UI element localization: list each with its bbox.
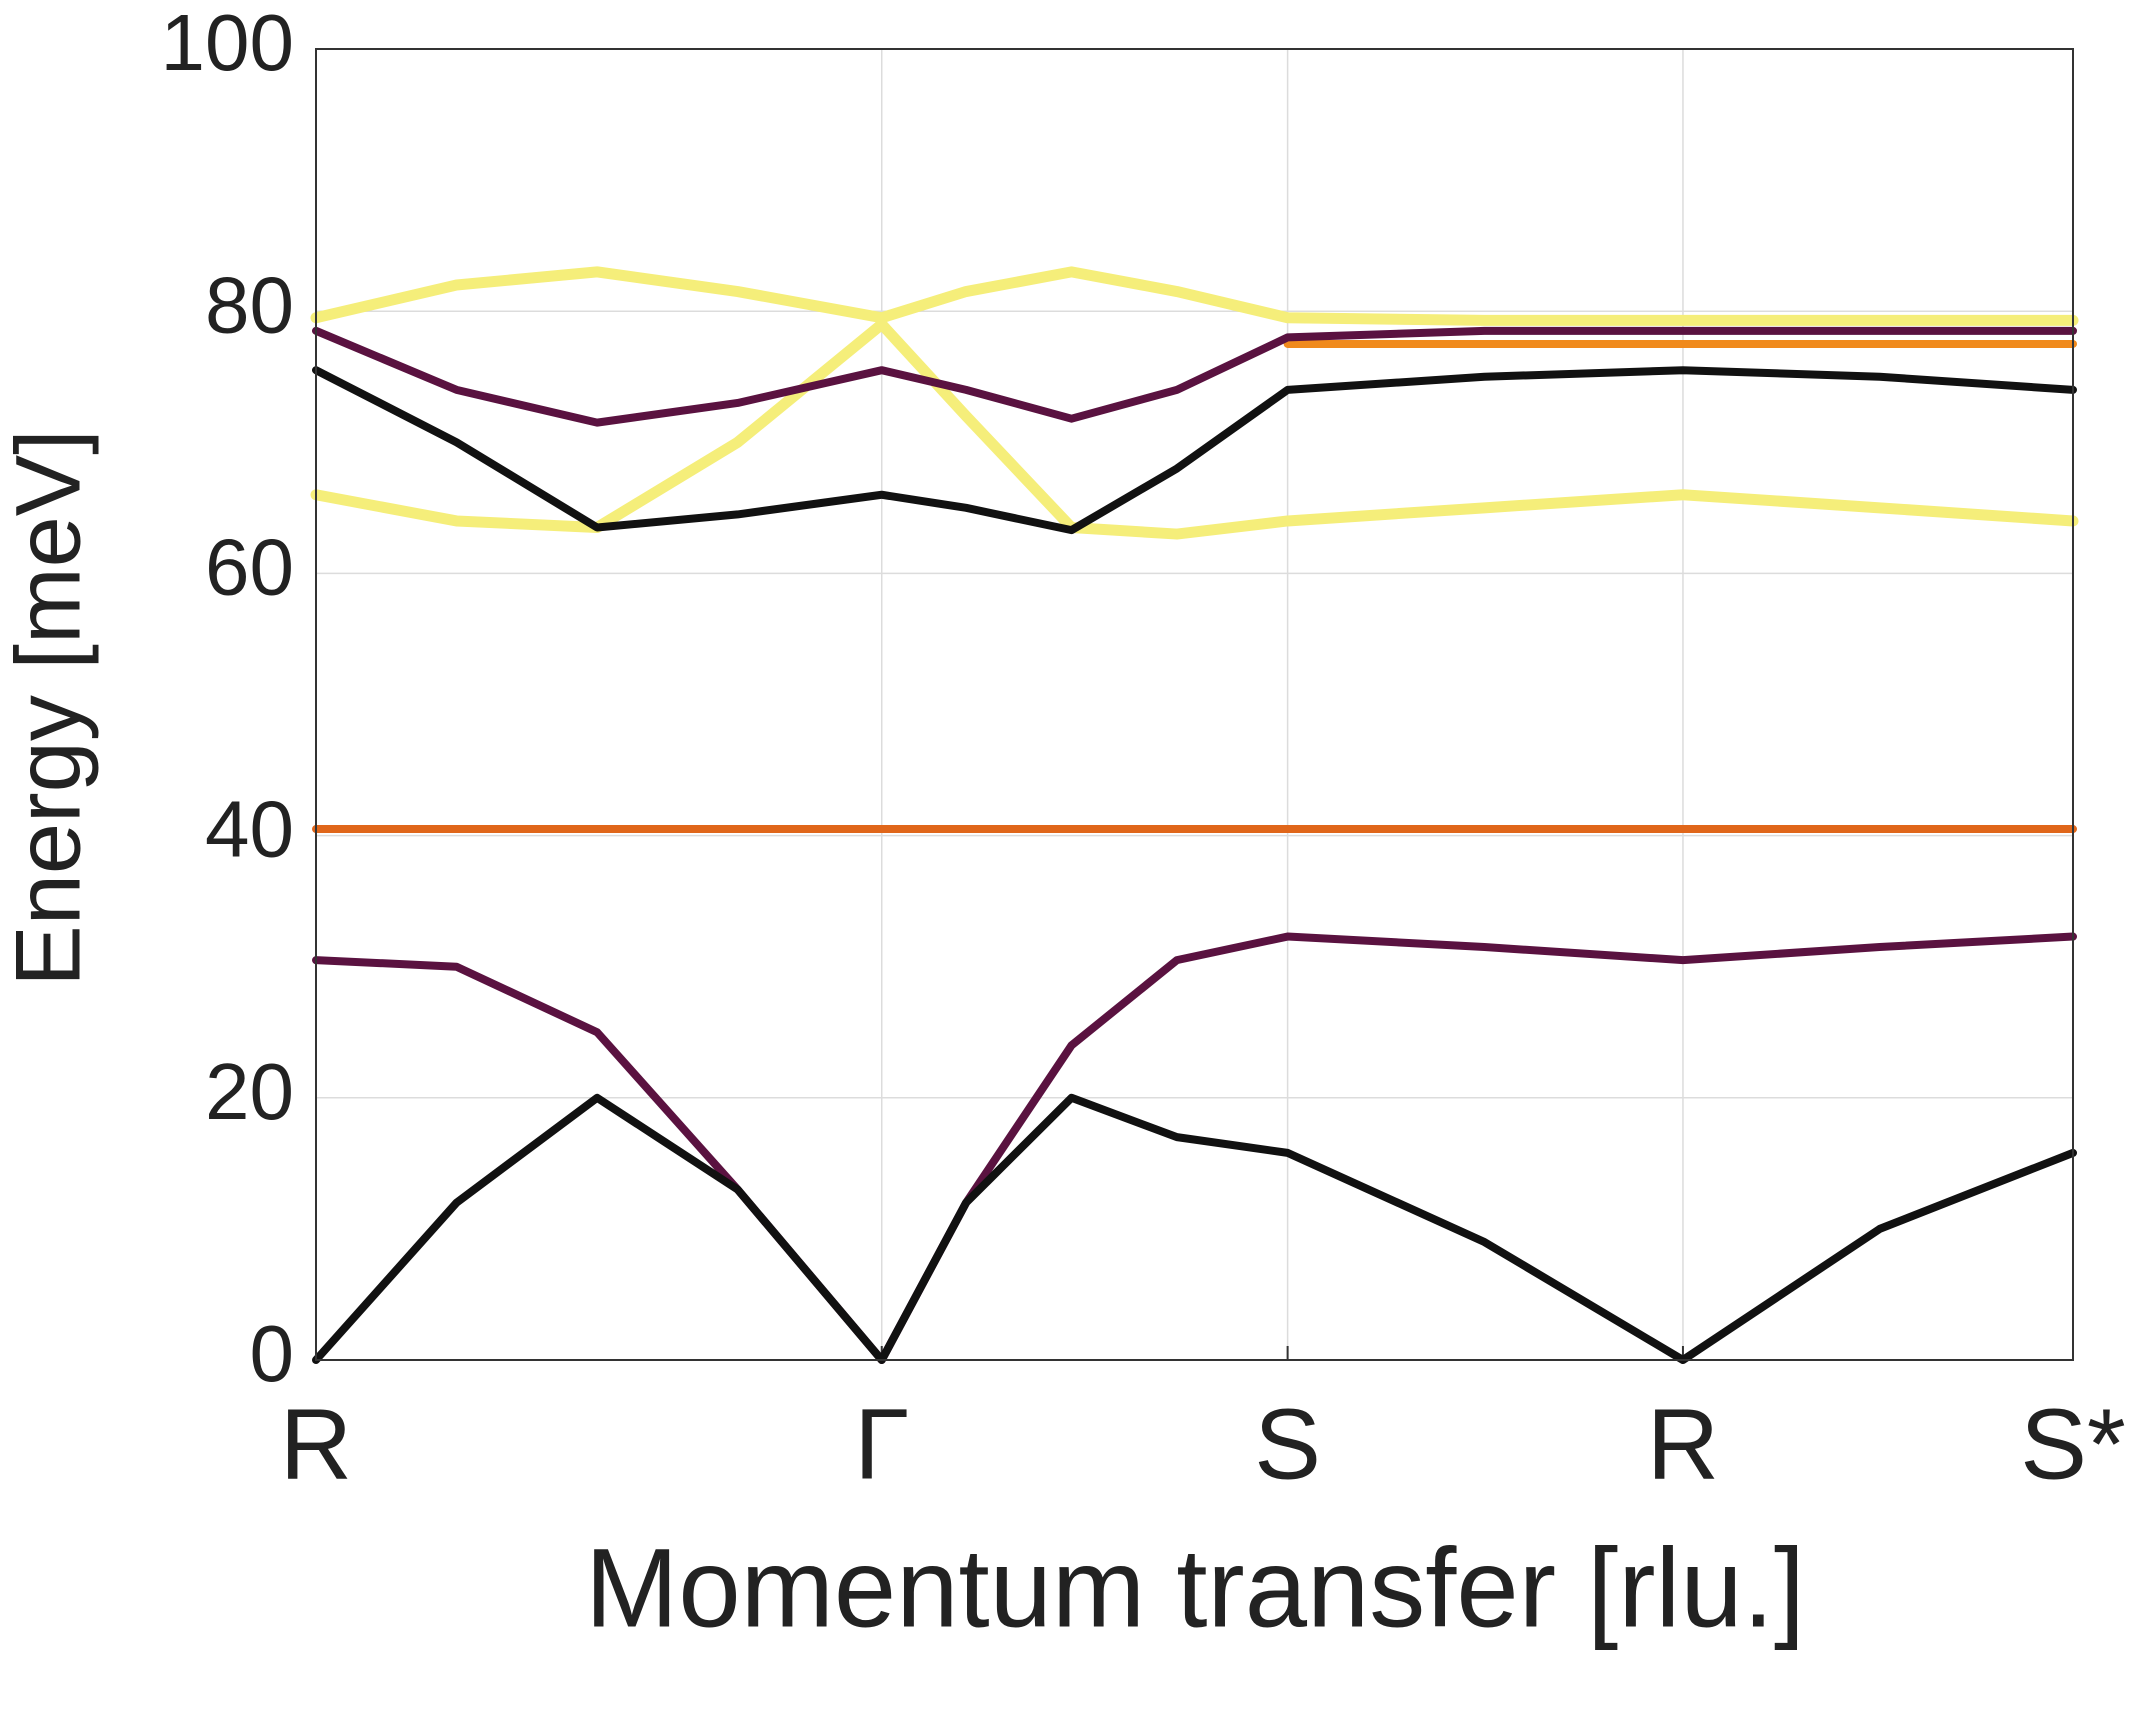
x-axis-label: Momentum transfer [rlu.]: [585, 1526, 1805, 1651]
band-line: [312, 326, 2077, 427]
y-tick-label: 20: [205, 1047, 294, 1136]
plot-frame: [315, 48, 2074, 1361]
y-axis-label: Energy [meV]: [0, 429, 99, 986]
x-tick-label: R: [280, 1388, 352, 1500]
band-line: [310, 266, 2079, 326]
x-tick-label: S*: [2020, 1388, 2126, 1500]
band-line: [312, 932, 2077, 1364]
y-tick-label: 100: [161, 0, 294, 87]
band-line: [310, 318, 2079, 540]
band-line: [312, 366, 2077, 535]
x-tick-label: R: [1647, 1388, 1719, 1500]
band-line: [312, 1093, 2077, 1364]
y-tick-label: 60: [205, 523, 294, 612]
x-tick-label: Γ: [854, 1388, 909, 1500]
y-tick-label: 0: [250, 1309, 295, 1398]
x-tick-label: S: [1254, 1388, 1321, 1500]
y-tick-label: 80: [205, 260, 294, 349]
y-tick-label: 40: [205, 785, 294, 874]
